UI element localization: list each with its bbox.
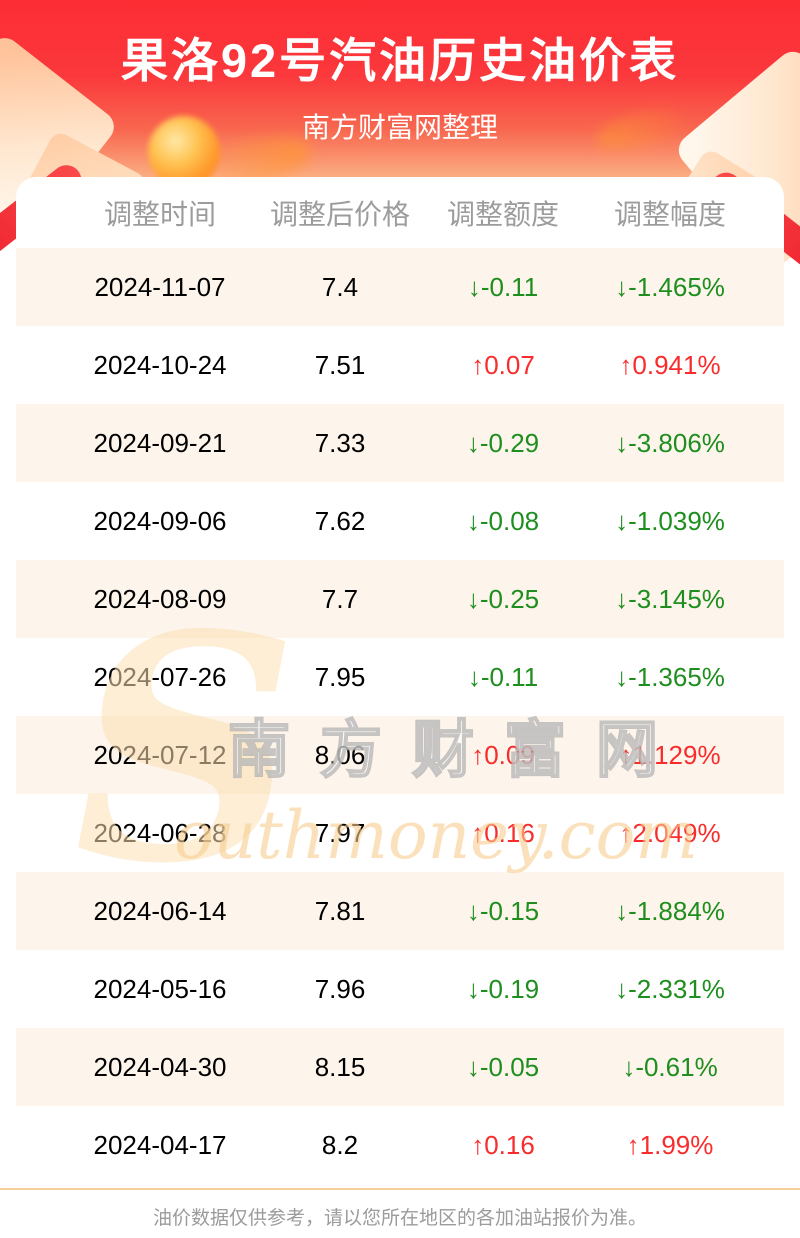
arrow-down-icon: ↓ bbox=[466, 973, 480, 1004]
cell-price: 7.96 bbox=[314, 973, 366, 1004]
cell-price: 8.2 bbox=[321, 1129, 359, 1160]
table-row: 2024-09-06 7.62 ↓ -0.08 ↓ -1.039% bbox=[16, 482, 784, 560]
cell-date: 2024-09-21 bbox=[93, 427, 227, 458]
arrow-down-icon: ↓ bbox=[615, 973, 629, 1004]
table-body: 2024-11-07 7.4 ↓ -0.11 ↓ -1.465% 2024-10-24 7.5… bbox=[16, 248, 784, 1184]
arrow-up-icon: ↑ bbox=[471, 1129, 485, 1160]
arrow-down-icon: ↓ bbox=[467, 271, 481, 302]
cell-date: 2024-04-17 bbox=[93, 1129, 227, 1160]
arrow-down-icon: ↓ bbox=[466, 583, 480, 614]
cell-change: ↓ -0.19 bbox=[466, 973, 540, 1004]
arrow-down-icon: ↓ bbox=[466, 1051, 480, 1082]
cell-price: 8.15 bbox=[314, 1051, 366, 1082]
table-row: 2024-07-12 8.06 ↑ 0.09 ↑ 1.129% bbox=[16, 716, 784, 794]
cell-change: ↓ -0.11 bbox=[467, 271, 539, 302]
arrow-up-icon: ↑ bbox=[619, 349, 633, 380]
arrow-down-icon: ↓ bbox=[615, 427, 629, 458]
cell-date: 2024-06-14 bbox=[93, 895, 227, 926]
cell-percent: ↑ 1.129% bbox=[619, 739, 721, 770]
column-header-change: 调整额度 bbox=[446, 198, 559, 230]
cell-change: ↓ -0.08 bbox=[466, 505, 540, 536]
cell-percent: ↑ 0.941% bbox=[619, 349, 721, 380]
cell-date: 2024-07-12 bbox=[93, 739, 227, 770]
cell-price: 7.51 bbox=[314, 349, 366, 380]
price-table-card: 调整时间 调整后价格 调整额度 调整幅度 2024-11-07 7.4 ↓ -0.11… bbox=[16, 177, 784, 1184]
cell-change: ↓ -0.05 bbox=[466, 1051, 540, 1082]
cell-date: 2024-09-06 bbox=[93, 505, 227, 536]
cell-price: 7.33 bbox=[314, 427, 366, 458]
arrow-down-icon: ↓ bbox=[615, 895, 629, 926]
arrow-up-icon: ↑ bbox=[619, 817, 633, 848]
cell-percent: ↑ 2.049% bbox=[619, 817, 721, 848]
table-row: 2024-04-30 8.15 ↓ -0.05 ↓ -0.61% bbox=[16, 1028, 784, 1106]
table-row: 2024-09-21 7.33 ↓ -0.29 ↓ -3.806% bbox=[16, 404, 784, 482]
cell-date: 2024-08-09 bbox=[93, 583, 227, 614]
arrow-up-icon: ↑ bbox=[471, 817, 485, 848]
table-row: 2024-10-24 7.51 ↑ 0.07 ↑ 0.941% bbox=[16, 326, 784, 404]
cell-price: 7.7 bbox=[321, 583, 359, 614]
arrow-down-icon: ↓ bbox=[466, 505, 480, 536]
footer: 油价数据仅供参考，请以您所在地区的各加油站报价为准。 bbox=[0, 1188, 800, 1230]
table-row: 2024-04-17 8.2 ↑ 0.16 ↑ 1.99% bbox=[16, 1106, 784, 1184]
table-row: 2024-08-09 7.7 ↓ -0.25 ↓ -3.145% bbox=[16, 560, 784, 638]
arrow-down-icon: ↓ bbox=[615, 505, 629, 536]
column-header-price: 调整后价格 bbox=[270, 198, 411, 230]
arrow-up-icon: ↑ bbox=[626, 1129, 640, 1160]
page-title: 果洛92号汽油历史油价表 bbox=[120, 34, 680, 87]
cell-price: 7.81 bbox=[314, 895, 366, 926]
cell-price: 7.62 bbox=[314, 505, 366, 536]
table-row: 2024-05-16 7.96 ↓ -0.19 ↓ -2.331% bbox=[16, 950, 784, 1028]
footer-note: 油价数据仅供参考，请以您所在地区的各加油站报价为准。 bbox=[152, 1208, 647, 1229]
arrow-down-icon: ↓ bbox=[466, 427, 480, 458]
page-subtitle: 南方财富网整理 bbox=[301, 112, 498, 143]
hero-banner: 果洛92号汽油历史油价表 南方财富网整理 bbox=[0, 0, 800, 180]
cell-percent: ↓ -3.806% bbox=[615, 427, 725, 458]
cell-percent: ↓ -1.884% bbox=[615, 895, 725, 926]
table-row: 2024-07-26 7.95 ↓ -0.11 ↓ -1.365% bbox=[16, 638, 784, 716]
cell-change: ↑ 0.16 bbox=[471, 817, 535, 848]
arrow-down-icon: ↓ bbox=[615, 661, 629, 692]
table-header-row: 调整时间 调整后价格 调整额度 调整幅度 bbox=[16, 177, 784, 248]
cell-change: ↓ -0.25 bbox=[466, 583, 540, 614]
cell-percent: ↓ -2.331% bbox=[615, 973, 725, 1004]
table-row: 2024-06-28 7.97 ↑ 0.16 ↑ 2.049% bbox=[16, 794, 784, 872]
cell-percent: ↓ -1.465% bbox=[615, 271, 725, 302]
cell-change: ↓ -0.29 bbox=[466, 427, 540, 458]
arrow-up-icon: ↑ bbox=[619, 739, 633, 770]
cell-percent: ↓ -1.039% bbox=[615, 505, 725, 536]
arrow-down-icon: ↓ bbox=[466, 895, 480, 926]
cell-price: 7.95 bbox=[314, 661, 366, 692]
cell-price: 7.4 bbox=[321, 271, 359, 302]
arrow-up-icon: ↑ bbox=[471, 349, 485, 380]
arrow-down-icon: ↓ bbox=[467, 661, 481, 692]
column-header-percent: 调整幅度 bbox=[614, 198, 727, 230]
cell-change: ↓ -0.15 bbox=[466, 895, 540, 926]
cell-change: ↑ 0.07 bbox=[471, 349, 535, 380]
arrow-down-icon: ↓ bbox=[615, 271, 629, 302]
cell-percent: ↓ -0.61% bbox=[622, 1051, 718, 1082]
cell-date: 2024-10-24 bbox=[93, 349, 227, 380]
cell-change: ↑ 0.09 bbox=[471, 739, 535, 770]
cell-price: 8.06 bbox=[314, 739, 366, 770]
cell-date: 2024-07-26 bbox=[93, 661, 227, 692]
cell-date: 2024-11-07 bbox=[94, 271, 226, 302]
cell-date: 2024-05-16 bbox=[93, 973, 227, 1004]
cell-percent: ↓ -3.145% bbox=[615, 583, 725, 614]
cell-change: ↑ 0.16 bbox=[471, 1129, 535, 1160]
cell-date: 2024-06-28 bbox=[93, 817, 227, 848]
arrow-down-icon: ↓ bbox=[615, 583, 629, 614]
cell-date: 2024-04-30 bbox=[93, 1051, 227, 1082]
cell-percent: ↓ -1.365% bbox=[615, 661, 725, 692]
cell-change: ↓ -0.11 bbox=[467, 661, 539, 692]
cell-percent: ↑ 1.99% bbox=[626, 1129, 714, 1160]
table-row: 2024-06-14 7.81 ↓ -0.15 ↓ -1.884% bbox=[16, 872, 784, 950]
arrow-up-icon: ↑ bbox=[471, 739, 485, 770]
cell-price: 7.97 bbox=[314, 817, 366, 848]
column-header-date: 调整时间 bbox=[103, 198, 216, 230]
arrow-down-icon: ↓ bbox=[622, 1051, 636, 1082]
table-row: 2024-11-07 7.4 ↓ -0.11 ↓ -1.465% bbox=[16, 248, 784, 326]
